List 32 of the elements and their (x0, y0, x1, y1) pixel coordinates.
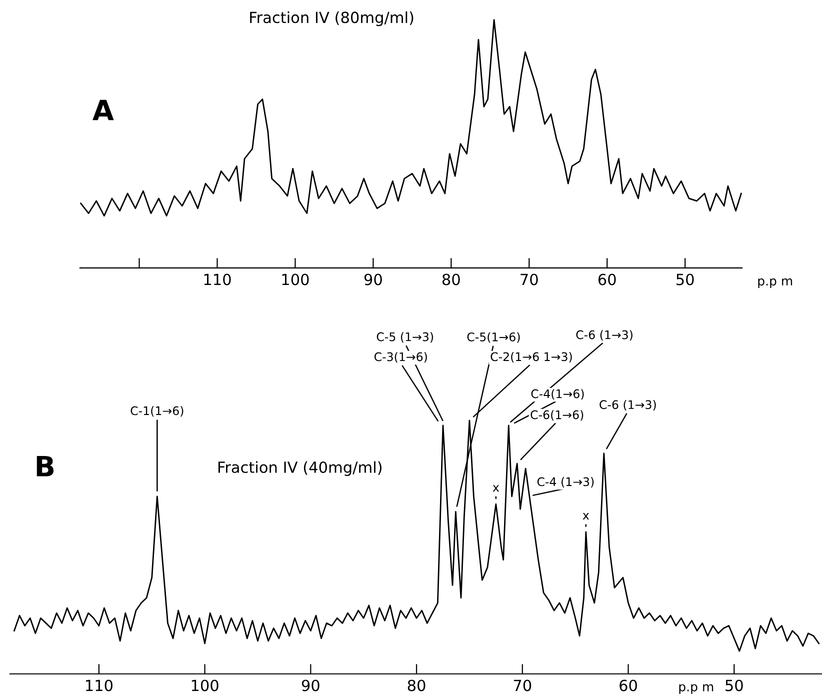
text: Fraction IV (40mg/ml) (218, 461, 382, 476)
annotation: C-6 (1→3) (600, 400, 656, 410)
x-tick-label: 80 (442, 274, 460, 286)
annotation: C-3(1→6) (374, 352, 427, 363)
x-tick-label: 110 (86, 680, 112, 692)
annotation: x (492, 485, 500, 492)
x-axis-title: p.p m (758, 278, 792, 288)
x-tick-label: 60 (598, 274, 616, 286)
x-tick-label: 100 (282, 274, 309, 286)
annotation: C-4 (1→3) (537, 477, 594, 488)
x-tick-label: 70 (520, 274, 538, 286)
annotation: C-6 (1→3) (576, 330, 632, 341)
x-tick-label: 50 (676, 274, 694, 286)
annotation: C-5 (1→3) (376, 332, 434, 343)
annotation: C-2(1→6 1→3) (490, 352, 572, 363)
x-tick-label: 100 (192, 680, 218, 692)
x-tick-label: 50 (726, 680, 743, 692)
annotation: A (92, 100, 114, 120)
chart-title: Fraction IV (80mg/ml) (250, 11, 414, 26)
annotation: B (36, 456, 54, 476)
annotation: x (582, 513, 590, 520)
x-tick-label: 90 (302, 680, 320, 692)
x-tick-label: 70 (514, 680, 532, 692)
x-axis-title: p.p m (679, 684, 714, 694)
x-tick-label: 90 (364, 274, 382, 286)
annotation: C-6(1→6) (530, 410, 584, 421)
x-tick-label: 60 (620, 680, 637, 692)
x-tick-label: 110 (204, 274, 231, 286)
annotation: C-4(1→6) (531, 389, 584, 400)
x-tick-label: 80 (408, 680, 426, 692)
annotation: C-1(1→6) (130, 406, 184, 417)
annotation: C-5(1→6) (467, 332, 520, 343)
